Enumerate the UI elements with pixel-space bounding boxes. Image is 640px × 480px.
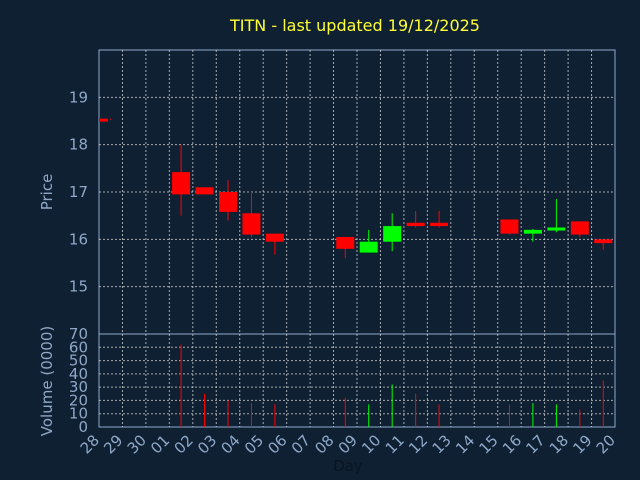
volume-tick-label: 50 [69, 352, 88, 370]
candle-body [570, 221, 589, 235]
x-tick-label: 19 [569, 431, 595, 457]
x-tick-label: 05 [241, 431, 267, 457]
x-axis-ticks: 2829300102030405060708091011121314151617… [77, 431, 619, 457]
x-tick-label: 11 [382, 431, 408, 457]
price-axis-ticks: 15 16 17 18 19 [69, 88, 88, 295]
x-tick-label: 17 [522, 431, 548, 457]
volume-tick-label: 40 [69, 365, 88, 383]
price-tick-label: 18 [69, 136, 88, 154]
x-tick-label: 08 [311, 431, 337, 457]
candle-body [219, 192, 237, 212]
candle-body [195, 187, 214, 195]
x-tick-label: 06 [264, 431, 290, 457]
candle-body [500, 219, 519, 234]
volume-tick-label: 60 [69, 338, 88, 356]
candle-body [336, 236, 355, 249]
candle-body [242, 213, 261, 235]
candle-body [523, 229, 542, 234]
volume-tick-label: 20 [69, 391, 88, 409]
x-tick-label: 14 [452, 431, 478, 457]
x-tick-label: 09 [335, 431, 361, 457]
x-tick-label: 18 [546, 431, 572, 457]
price-panel: 15 16 17 18 19 Price [38, 49, 616, 335]
x-tick-label: 30 [124, 431, 150, 457]
volume-tick-label: 10 [69, 405, 88, 423]
price-tick-label: 19 [69, 88, 88, 106]
price-tick-label: 16 [69, 230, 88, 248]
x-tick-label: 07 [288, 431, 314, 457]
candle-body [172, 172, 191, 195]
price-tick-label: 17 [69, 183, 88, 201]
candles [99, 118, 613, 259]
candle-body [594, 239, 613, 244]
x-tick-label: 04 [218, 431, 244, 457]
candle-body [383, 226, 402, 242]
x-tick-label: 12 [405, 431, 431, 457]
price-tick-label: 15 [69, 278, 88, 296]
volume-bars [180, 344, 604, 427]
chart-title: TITN - last updated 19/12/2025 [229, 16, 480, 35]
x-tick-label: 13 [429, 431, 455, 457]
volume-tick-label: 70 [69, 325, 88, 343]
candle-body [265, 233, 284, 242]
x-tick-label: 02 [171, 431, 197, 457]
candle-body [547, 227, 566, 231]
candle-body [359, 241, 378, 253]
candle-body [430, 222, 449, 227]
x-tick-label: 10 [358, 431, 384, 457]
x-tick-label: 20 [593, 431, 619, 457]
volume-axis-label: Volume (0000) [38, 326, 56, 436]
price-axis-label: Price [38, 174, 56, 211]
x-tick-label: 15 [476, 431, 502, 457]
x-tick-label: 16 [499, 431, 525, 457]
candle-body [406, 222, 425, 227]
volume-tick-label: 30 [69, 378, 88, 396]
x-tick-label: 01 [147, 431, 173, 457]
x-tick-label: 29 [100, 431, 126, 457]
candle-body [99, 118, 108, 122]
x-axis-label: Day [333, 457, 363, 475]
volume-grid [99, 334, 615, 427]
x-tick-label: 03 [194, 431, 220, 457]
volume-tick-label: 0 [78, 418, 88, 436]
